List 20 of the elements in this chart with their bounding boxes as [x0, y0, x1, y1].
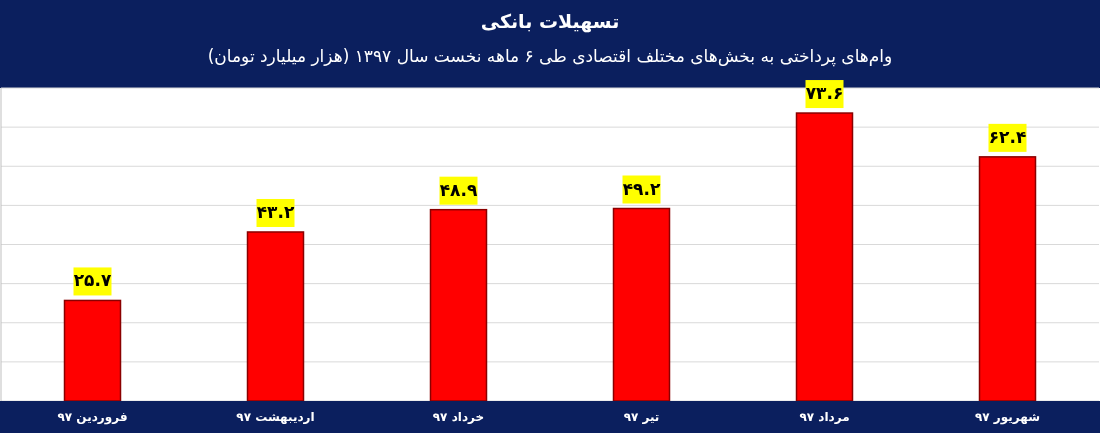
data-label: ۴۹.۲ [622, 178, 661, 199]
bar [978, 156, 1037, 402]
data-label: ۶۲.۴ [988, 126, 1027, 147]
data-label: ۷۳.۶ [805, 83, 844, 104]
data-label: ۴۳.۲ [256, 201, 295, 222]
bar [429, 208, 488, 402]
chart-title: تسهیلات بانکی [480, 10, 620, 33]
x-tick-label: مرداد ۹۷ [799, 410, 850, 424]
x-tick-label: شهریور ۹۷ [975, 410, 1040, 425]
bar [795, 112, 854, 402]
bar [63, 299, 122, 402]
bar [246, 231, 305, 402]
data-label: ۴۸.۹ [439, 179, 478, 200]
x-tick-label: فروردین ۹۷ [57, 410, 128, 425]
x-tick-label: اردیبهشت ۹۷ [236, 410, 315, 424]
x-tick-label: خرداد ۹۷ [432, 410, 485, 424]
bar [612, 207, 671, 402]
x-tick-label: تیر ۹۷ [623, 410, 660, 424]
data-label: ۲۵.۷ [73, 270, 112, 291]
chart-subtitle: وام‌های پرداختی به بخش‌های مختلف اقتصادی طی ۶ ماهه نخست سال ۱۳۹۷ (هزار میلیارد تومان) [207, 46, 893, 67]
